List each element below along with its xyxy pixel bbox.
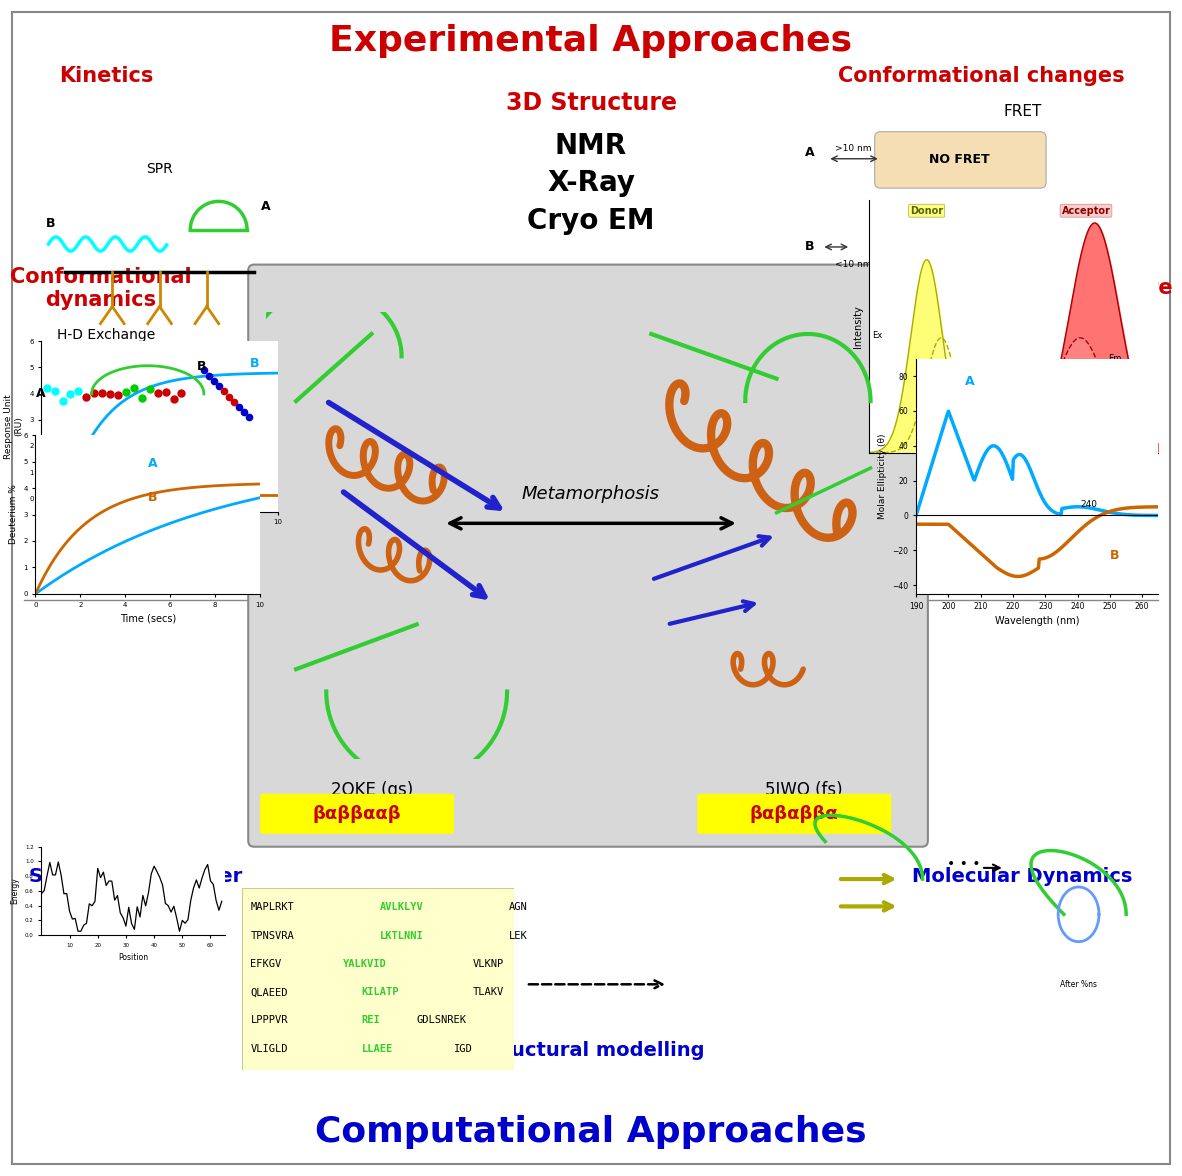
Text: LPPPVR: LPPPVR — [251, 1016, 288, 1025]
Text: VLIGLD: VLIGLD — [251, 1044, 288, 1054]
Text: • • •: • • • — [947, 857, 980, 871]
Text: Conformational changes: Conformational changes — [838, 66, 1124, 87]
Text: Sequence classifier: Sequence classifier — [30, 867, 242, 886]
FancyBboxPatch shape — [248, 265, 928, 847]
Text: βαββααβ: βαββααβ — [313, 804, 401, 823]
FancyBboxPatch shape — [260, 794, 454, 834]
Text: Donor: Donor — [910, 206, 943, 215]
Text: H-D Exchange: H-D Exchange — [57, 328, 156, 342]
Text: Conformational
dynamics: Conformational dynamics — [9, 267, 191, 309]
Text: IGD: IGD — [454, 1044, 473, 1054]
Text: NMR: NMR — [554, 132, 628, 160]
Text: NO FRET: NO FRET — [929, 153, 991, 167]
Text: A: A — [1124, 334, 1134, 348]
Text: Experimental Approaches: Experimental Approaches — [330, 25, 852, 58]
Text: Acceptor: Acceptor — [1061, 206, 1110, 215]
Text: 240: 240 — [1080, 500, 1098, 509]
Text: FRET: FRET — [1004, 105, 1041, 119]
Text: TLAKV: TLAKV — [473, 987, 504, 997]
Text: SPR: SPR — [147, 162, 173, 176]
Text: EFKGV: EFKGV — [251, 958, 281, 969]
Text: Ex: Ex — [1014, 400, 1025, 409]
FancyBboxPatch shape — [875, 132, 1046, 188]
Text: A: A — [965, 375, 974, 388]
Text: Em: Em — [943, 400, 956, 409]
Y-axis label: Response Unit
(RU): Response Unit (RU) — [5, 394, 24, 459]
Text: 2QKE (gs): 2QKE (gs) — [331, 781, 414, 800]
X-axis label: Wavelength (nm): Wavelength (nm) — [995, 616, 1079, 626]
X-axis label: Time: Time — [148, 530, 171, 541]
Text: B: B — [1124, 387, 1134, 401]
Text: 5JWO (fs): 5JWO (fs) — [765, 781, 843, 800]
Text: YALKVID: YALKVID — [343, 958, 387, 969]
Y-axis label: Molar Ellipticity (θ): Molar Ellipticity (θ) — [878, 434, 886, 519]
Text: Metamorphosis: Metamorphosis — [522, 486, 660, 503]
Text: KILATP: KILATP — [362, 987, 398, 997]
Text: VLKNP: VLKNP — [473, 958, 504, 969]
Text: 3D Structure: 3D Structure — [506, 92, 676, 115]
Text: LEK: LEK — [509, 930, 528, 941]
Text: Circular Dichroism: Circular Dichroism — [988, 328, 1116, 342]
Text: LLAEE: LLAEE — [362, 1044, 392, 1054]
Text: B: B — [805, 240, 814, 254]
X-axis label: Time (secs): Time (secs) — [119, 613, 176, 623]
Text: A: A — [148, 456, 157, 470]
Text: Structural modelling: Structural modelling — [478, 1041, 704, 1060]
Text: Molecular Dynamics: Molecular Dynamics — [913, 867, 1132, 886]
Text: B: B — [148, 492, 157, 505]
Text: B: B — [249, 358, 259, 370]
Text: MAPLRKT: MAPLRKT — [251, 902, 294, 913]
X-axis label: Position: Position — [118, 953, 148, 962]
Text: <10 nm: <10 nm — [836, 260, 871, 269]
Text: X-Ray: X-Ray — [547, 169, 635, 198]
Text: A: A — [35, 387, 45, 401]
Text: A: A — [261, 200, 271, 213]
FancyBboxPatch shape — [12, 12, 1170, 1164]
Text: GDLSNREK: GDLSNREK — [417, 1016, 467, 1025]
Text: >10 nm: >10 nm — [836, 143, 871, 153]
Text: βαβαββα: βαβαββα — [751, 804, 838, 823]
Text: Cryo EM: Cryo EM — [527, 207, 655, 235]
FancyBboxPatch shape — [242, 888, 514, 1070]
Text: QLAEED: QLAEED — [251, 987, 288, 997]
Text: AGN: AGN — [509, 902, 528, 913]
Y-axis label: Energy: Energy — [11, 877, 19, 904]
Text: B: B — [1110, 549, 1119, 562]
Text: Kinetics: Kinetics — [59, 66, 154, 87]
Text: AVLKLYV: AVLKLYV — [379, 902, 423, 913]
Text: REI: REI — [362, 1016, 381, 1025]
Text: TPNSVRA: TPNSVRA — [251, 930, 294, 941]
Text: Em: Em — [1109, 354, 1122, 363]
Text: B: B — [46, 216, 56, 230]
FancyBboxPatch shape — [697, 794, 891, 834]
Text: LKTLNNI: LKTLNNI — [379, 930, 423, 941]
Text: After %ns: After %ns — [1060, 981, 1097, 989]
Text: Computational Approaches: Computational Approaches — [316, 1116, 866, 1149]
Text: A: A — [249, 475, 259, 488]
Y-axis label: Deuterium %: Deuterium % — [8, 485, 18, 544]
Y-axis label: Intensity: Intensity — [853, 305, 863, 348]
Text: Ex: Ex — [872, 330, 883, 340]
Text: A: A — [805, 146, 814, 160]
Text: B: B — [197, 360, 207, 374]
X-axis label: Wavelength (nm): Wavelength (nm) — [972, 459, 1056, 468]
Text: Secondary structure: Secondary structure — [931, 278, 1173, 299]
